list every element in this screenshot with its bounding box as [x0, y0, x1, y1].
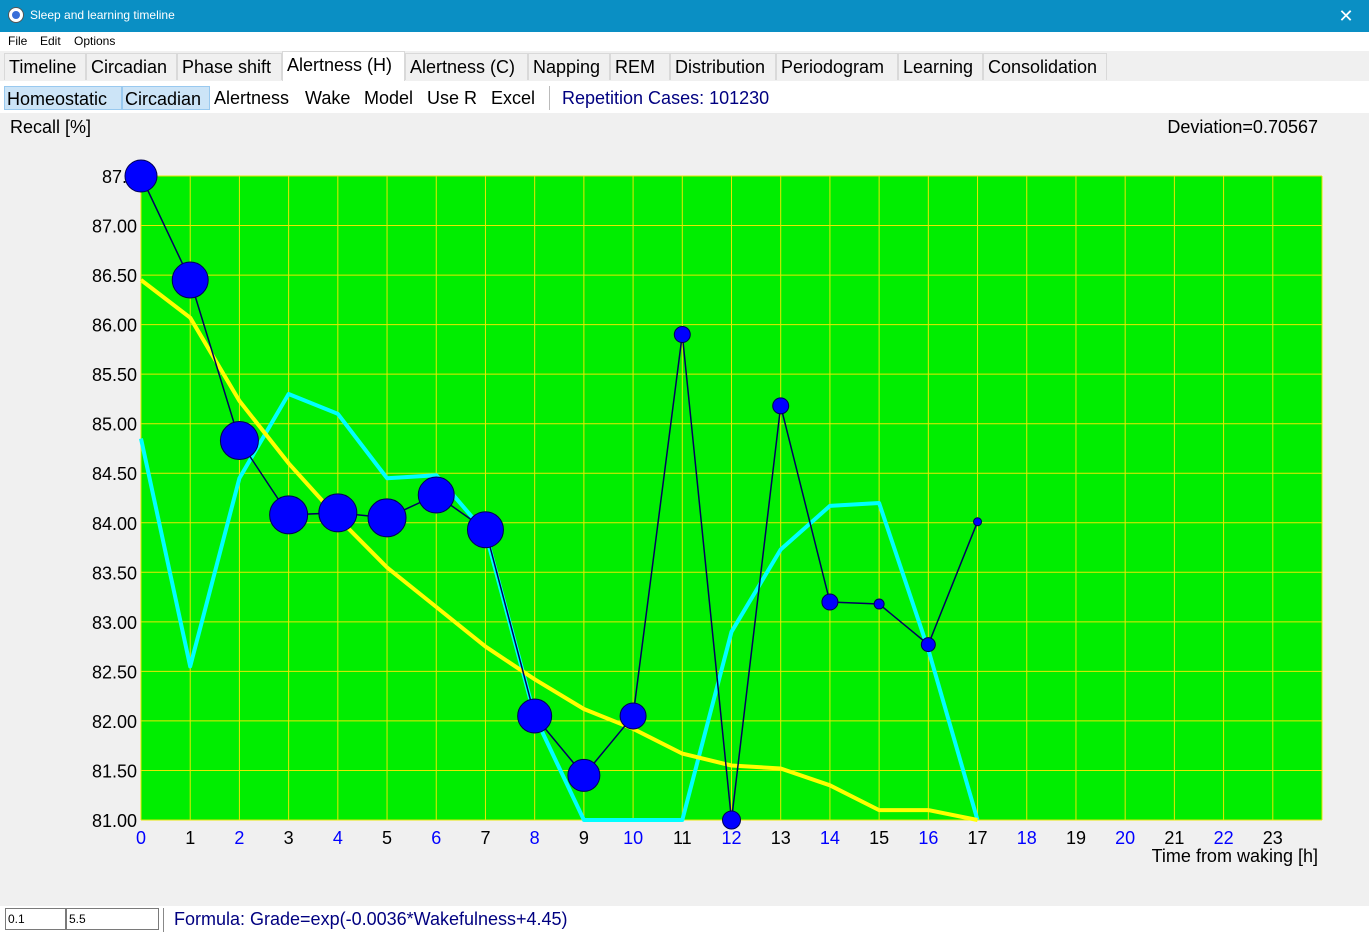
x-tick-label: 5	[382, 828, 392, 848]
circadian-button[interactable]: Circadian	[122, 86, 210, 110]
app-icon	[8, 7, 24, 23]
data-point	[171, 261, 209, 299]
y-tick-label: 87.00	[92, 217, 137, 237]
tab-distribution[interactable]: Distribution	[670, 53, 776, 80]
y-tick-label: 81.50	[92, 761, 137, 781]
x-tick-label: 8	[530, 828, 540, 848]
x-tick-label: 7	[480, 828, 490, 848]
status-separator	[163, 908, 164, 932]
tab-consolidation[interactable]: Consolidation	[983, 53, 1107, 80]
data-point	[973, 517, 983, 527]
y-tick-label: 86.00	[92, 316, 137, 336]
x-tick-label: 15	[869, 828, 889, 848]
data-point	[219, 421, 259, 461]
y-tick-label: 86.50	[92, 266, 137, 286]
y-tick-label: 83.50	[92, 563, 137, 583]
tab-timeline[interactable]: Timeline	[4, 53, 86, 80]
menu-options[interactable]: Options	[74, 34, 116, 48]
x-tick-label: 0	[136, 828, 146, 848]
x-tick-label: 2	[234, 828, 244, 848]
close-icon[interactable]: ✕	[1338, 6, 1354, 26]
plot-area: 81.00 81.50 82.00 82.50 83.00 83.50 84.00 84.50…	[92, 159, 1323, 848]
model-button[interactable]: Model	[364, 88, 414, 108]
data-point	[673, 326, 691, 344]
data-point	[269, 495, 309, 535]
x-tick-label: 22	[1214, 828, 1234, 848]
chart-area: Recall [%] Deviation=0.70567 Time from w…	[0, 113, 1369, 906]
y-tick-label: 84.50	[92, 464, 137, 484]
tab-alertness-h[interactable]: Alertness (H)	[282, 51, 405, 81]
x-axis-label: Time from waking [h]	[1152, 846, 1318, 866]
toolbar-separator	[549, 86, 550, 110]
y-tick-label: 85.50	[92, 365, 137, 385]
data-point	[722, 810, 741, 830]
use-r-button[interactable]: Use R	[427, 88, 478, 108]
data-point	[619, 702, 647, 730]
data-point	[772, 397, 790, 415]
x-tick-label: 13	[771, 828, 791, 848]
x-tick-label: 1	[185, 828, 195, 848]
wake-button[interactable]: Wake	[305, 88, 351, 108]
x-tick-label: 14	[820, 828, 840, 848]
formula-label: Formula: Grade=exp(-0.0036*Wakefulness+4…	[174, 909, 568, 929]
x-tick-label: 4	[333, 828, 343, 848]
recall-chart: Recall [%] Deviation=0.70567 Time from w…	[10, 117, 1323, 866]
window-title: Sleep and learning timeline	[30, 8, 175, 22]
chart-toolbar: Homeostatic Circadian Alertness Wake Mod…	[0, 81, 1369, 113]
y-tick-label: 81.00	[92, 811, 137, 831]
menu-edit[interactable]: Edit	[40, 34, 61, 48]
x-tick-label: 23	[1263, 828, 1283, 848]
data-point	[417, 476, 455, 514]
param-input-2[interactable]	[66, 908, 159, 930]
series-line-cyan	[139, 392, 980, 822]
data-point	[466, 511, 504, 549]
homeostatic-button[interactable]: Homeostatic	[4, 86, 122, 110]
x-tick-label: 11	[673, 828, 692, 848]
x-tick-label: 17	[968, 828, 988, 848]
tab-alertness-c[interactable]: Alertness (C)	[405, 53, 528, 80]
deviation-label: Deviation=0.70567	[1167, 117, 1318, 137]
y-axis-label: Recall [%]	[10, 117, 91, 137]
data-point	[318, 493, 358, 533]
y-tick-label: 82.00	[92, 712, 137, 732]
x-tick-label: 16	[918, 828, 938, 848]
data-point	[367, 498, 407, 538]
alertness-button[interactable]: Alertness	[214, 88, 290, 108]
tab-strip: Timeline Circadian Phase shift Alertness…	[0, 51, 1369, 81]
data-point	[873, 598, 885, 610]
x-tick-label: 12	[721, 828, 741, 848]
menu-bar: File Edit Options	[0, 32, 1369, 51]
x-tick-label: 21	[1164, 828, 1184, 848]
data-point	[517, 698, 553, 734]
excel-button[interactable]: Excel	[491, 88, 536, 108]
x-tick-label: 20	[1115, 828, 1135, 848]
param-input-1[interactable]	[5, 908, 66, 930]
tab-rem[interactable]: REM	[610, 53, 670, 80]
x-tick-label: 3	[284, 828, 294, 848]
status-bar: Formula: Grade=exp(-0.0036*Wakefulness+4…	[0, 906, 1369, 936]
tab-learning[interactable]: Learning	[898, 53, 983, 80]
menu-file[interactable]: File	[8, 34, 28, 48]
x-tick-label: 19	[1066, 828, 1086, 848]
x-tick-label: 10	[623, 828, 643, 848]
series-line-model	[139, 278, 978, 822]
tab-phase-shift[interactable]: Phase shift	[177, 53, 282, 80]
tab-napping[interactable]: Napping	[528, 53, 610, 80]
tab-periodogram[interactable]: Periodogram	[776, 53, 898, 80]
y-tick-label: 83.00	[92, 613, 137, 633]
y-tick-label: 82.50	[92, 662, 137, 682]
tab-circadian[interactable]: Circadian	[86, 53, 177, 80]
y-tick-label: 85.00	[92, 415, 137, 435]
title-bar: Sleep and learning timeline ✕	[0, 0, 1369, 32]
x-tick-label: 6	[431, 828, 441, 848]
data-point	[920, 637, 936, 653]
data-point	[567, 758, 601, 792]
y-tick-label: 84.00	[92, 514, 137, 534]
data-point	[821, 593, 839, 611]
x-tick-label: 18	[1017, 828, 1037, 848]
x-tick-label: 9	[579, 828, 589, 848]
repetition-cases-label: Repetition Cases: 101230	[562, 88, 770, 108]
data-point	[124, 159, 158, 193]
